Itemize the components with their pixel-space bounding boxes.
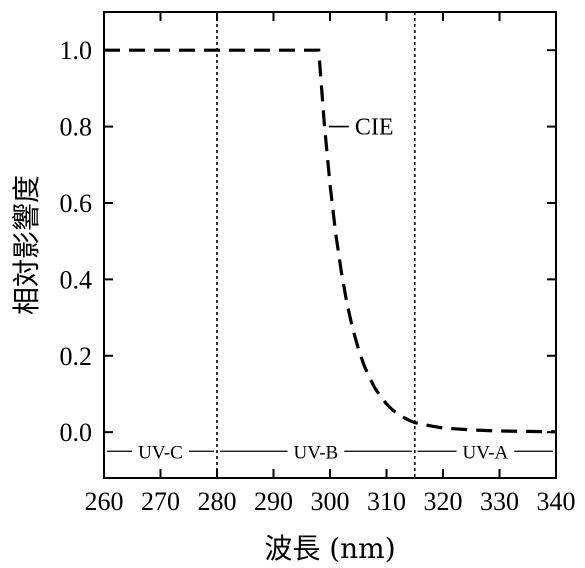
x-tick-label: 320 <box>424 487 463 516</box>
x-tick-label: 310 <box>367 487 406 516</box>
chart-marks: 260 270 280 290 300 310 320 330 340 0.0 0.2 0.4 0.6 0… <box>60 11 576 516</box>
x-tick-label: 290 <box>254 487 293 516</box>
x-tick-label: 280 <box>198 487 237 516</box>
y-axis-label: 相対影響度 <box>10 175 43 315</box>
x-tick-label: 270 <box>141 487 180 516</box>
series-line-cie <box>104 48 557 434</box>
uv-band-label: UV-A <box>463 442 509 463</box>
x-tick-label: 340 <box>537 487 576 516</box>
uv-band-label: UV-B <box>294 442 339 463</box>
y-tick-label: 1.0 <box>60 36 93 65</box>
x-tick-label: 260 <box>85 487 124 516</box>
annotation-cie-label: CIE <box>355 115 394 141</box>
y-tick-label: 0.4 <box>60 265 93 294</box>
y-tick-label: 0.6 <box>60 189 93 218</box>
uv-band-label: UV-C <box>138 442 183 463</box>
plot-frame <box>103 11 557 479</box>
y-tick-label: 0.8 <box>60 113 93 142</box>
x-tick-label: 330 <box>480 487 519 516</box>
x-axis-label: 波長 (nm) <box>264 532 395 565</box>
x-tick-label: 300 <box>311 487 350 516</box>
y-tick-label: 0.0 <box>60 418 93 447</box>
y-tick-label: 0.2 <box>60 342 93 371</box>
